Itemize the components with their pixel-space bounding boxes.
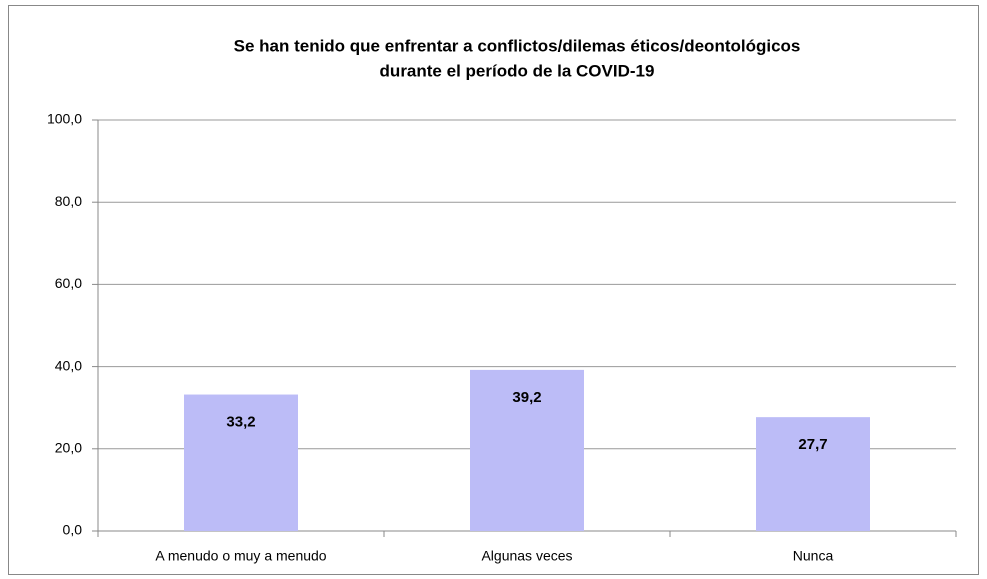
data-label: 27,7 xyxy=(798,436,827,453)
bar xyxy=(470,369,584,531)
chart-title: Se han tenido que enfrentar a conflictos… xyxy=(234,36,801,55)
y-tick-label: 0,0 xyxy=(63,522,83,538)
y-tick-label: 60,0 xyxy=(55,275,82,291)
x-tick-label: A menudo o muy a menudo xyxy=(155,548,326,564)
chart-title: durante el período de la COVID-19 xyxy=(380,61,655,80)
bar xyxy=(756,417,870,531)
x-tick-label: Nunca xyxy=(793,548,834,564)
y-tick-label: 80,0 xyxy=(55,193,82,209)
x-tick-label: Algunas veces xyxy=(481,548,572,564)
y-tick-label: 20,0 xyxy=(55,440,82,456)
data-label: 39,2 xyxy=(512,389,541,406)
y-tick-label: 100,0 xyxy=(47,111,82,127)
data-label: 33,2 xyxy=(226,414,255,431)
bar xyxy=(184,394,298,531)
y-tick-label: 40,0 xyxy=(55,357,82,373)
